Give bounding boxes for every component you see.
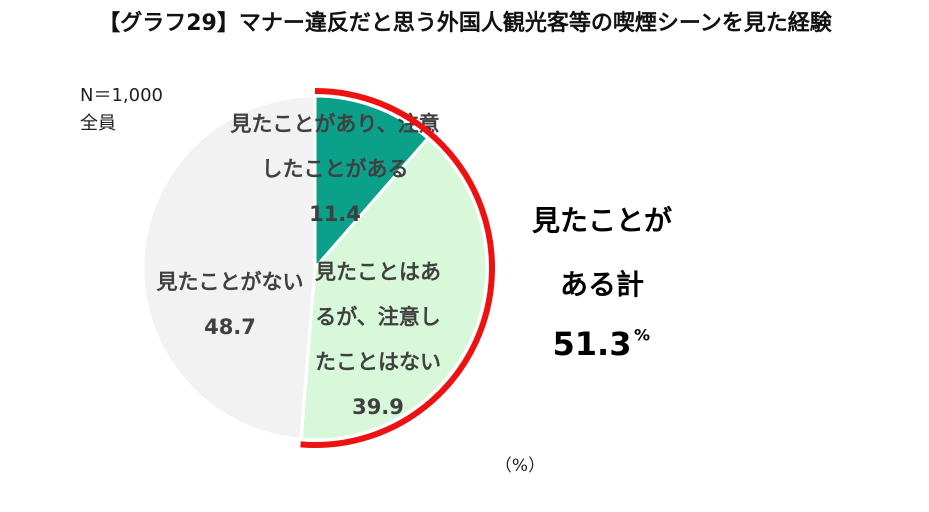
slice-label: 見たことはあ — [315, 260, 441, 284]
total-value: 51.3 — [553, 325, 632, 363]
pie-slice — [313, 94, 431, 273]
slice-value: 11.4 — [309, 202, 361, 226]
slice-label: 見たことがない — [157, 270, 304, 294]
chart-title: 【グラフ29】マナー違反だと思う外国人観光客等の喫煙シーンを見た経験 — [98, 10, 833, 36]
total-arc — [300, 88, 495, 448]
pie-slice — [141, 94, 317, 442]
subgroup: 全員 — [80, 113, 116, 134]
total-unit: % — [634, 326, 650, 345]
total-label: ある計 — [560, 268, 644, 301]
slice-label: したことがある — [262, 157, 409, 181]
slice-value: 39.9 — [352, 395, 404, 419]
total-label: 見たことが — [532, 204, 672, 237]
slice-label: るが、注意し — [315, 305, 441, 329]
pie-slice — [299, 136, 489, 442]
slice-label: たことはない — [315, 350, 441, 374]
sample-size: N＝1,000 — [80, 85, 163, 106]
unit-note: （%） — [495, 456, 545, 476]
slice-value: 48.7 — [204, 315, 256, 339]
